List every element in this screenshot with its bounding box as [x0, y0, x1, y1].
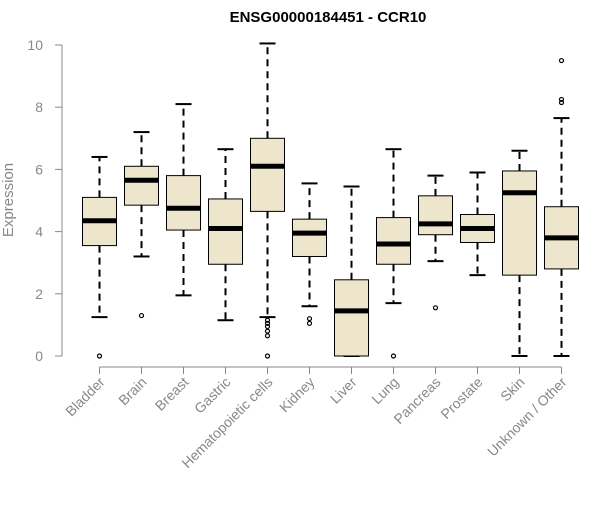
x-tick-label: Lung — [368, 374, 401, 407]
outlier-point — [432, 305, 439, 311]
outlier-point — [558, 99, 565, 106]
y-tick-label: 6 — [35, 161, 43, 177]
x-tick-label: Unknown / Other — [484, 374, 570, 460]
x-tick-label: Prostate — [437, 374, 485, 422]
chart-title: ENSG00000184451 - CCR10 — [230, 9, 427, 26]
box-bladder — [82, 155, 117, 359]
box-iqr — [250, 137, 285, 212]
box-iqr — [502, 170, 537, 276]
x-tick-label: Skin — [497, 374, 528, 405]
y-tick-label: 8 — [35, 99, 43, 115]
outlier-point — [558, 57, 565, 64]
outlier-point — [264, 320, 271, 326]
x-tick-label: Bladder — [62, 374, 108, 420]
box-skin — [502, 149, 537, 357]
outlier-point — [264, 333, 271, 339]
y-tick-label: 10 — [27, 37, 43, 53]
box-breast — [166, 103, 201, 297]
box-iqr — [292, 218, 327, 257]
outlier-point — [306, 320, 313, 326]
box-iqr — [418, 195, 453, 236]
y-tick-label: 2 — [35, 286, 43, 302]
x-tick-label: Breast — [152, 374, 192, 414]
box-gastric — [208, 148, 243, 322]
box-hematopoietic-cells — [250, 42, 285, 359]
outlier-point — [264, 323, 271, 330]
plot-area — [82, 42, 579, 359]
y-tick-label: 0 — [35, 348, 43, 364]
box-liver — [334, 185, 369, 357]
box-iqr — [376, 217, 411, 265]
x-tick-label: Brain — [115, 374, 149, 408]
box-iqr — [334, 279, 369, 357]
box-brain — [124, 131, 159, 319]
outlier-point — [558, 96, 565, 103]
box-lung — [376, 148, 411, 359]
box-pancreas — [418, 174, 453, 311]
box-kidney — [292, 182, 327, 326]
y-tick-label: 4 — [35, 224, 43, 240]
box-prostate — [460, 171, 495, 277]
x-tick-label: Pancreas — [390, 374, 443, 427]
x-tick-label: Liver — [327, 374, 360, 407]
box-iqr — [166, 175, 201, 231]
outlier-point — [138, 312, 145, 319]
outlier-point — [264, 317, 271, 323]
y-axis: 0 2 4 6 8 10 — [27, 37, 63, 364]
x-tick-label: Kidney — [276, 374, 318, 416]
box-iqr — [208, 198, 243, 265]
box-unknown-other — [544, 57, 579, 357]
outlier-point — [264, 353, 271, 359]
outlier-point — [390, 353, 397, 359]
outlier-point — [306, 316, 313, 322]
box-iqr — [124, 165, 159, 206]
outlier-point — [264, 328, 271, 334]
y-axis-label: Expression — [0, 163, 17, 237]
outlier-point — [96, 353, 103, 359]
